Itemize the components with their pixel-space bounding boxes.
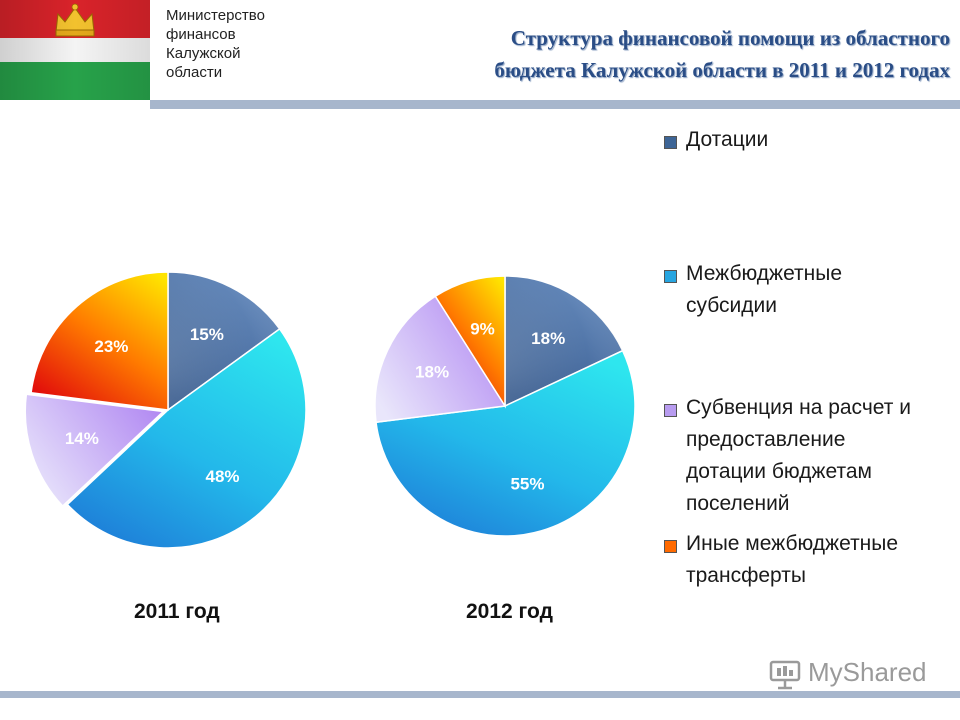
pie-slice-subvencii: [374, 295, 507, 424]
data-label: 23%: [94, 337, 128, 356]
year-label-2011: 2011 год: [134, 600, 220, 623]
footer-divider: [0, 691, 960, 698]
pie-slice-subsidii: [375, 349, 636, 537]
data-label: 15%: [190, 325, 224, 344]
legend-line: дотации бюджетам: [686, 460, 872, 483]
legend-line: Иные межбюджетные: [686, 532, 899, 555]
data-label: 55%: [510, 474, 544, 493]
ministry-line: Министерство: [166, 7, 265, 24]
legend-swatch: [664, 404, 677, 417]
ministry-line: Калужской: [166, 45, 241, 62]
legend-line: трансферты: [686, 564, 806, 587]
data-label: 18%: [531, 329, 565, 348]
legend-swatch: [664, 540, 677, 553]
legend-swatch: [664, 136, 677, 149]
legend-line: Субвенция на расчет и: [686, 396, 911, 419]
data-label: 14%: [65, 429, 99, 448]
data-label: 9%: [470, 320, 495, 339]
ministry-line: области: [166, 64, 223, 81]
legend-line: Дотации: [686, 128, 769, 151]
title-line: бюджета Калужской области в 2011 и 2012 …: [494, 58, 950, 82]
pie-charts: 15% 48% 14% 23% 18% 55% 18% 9%: [24, 271, 636, 549]
legend-swatch: [664, 270, 677, 283]
year-label-2012: 2012 год: [466, 600, 553, 623]
presentation-board-icon: [768, 658, 802, 695]
legend-label: Субвенция на расчет и предоставление дот…: [686, 392, 956, 520]
pie-slice-subsidii: [66, 327, 307, 549]
pie-slice-subvencii: [24, 393, 165, 508]
legend-line: предоставление: [686, 428, 846, 451]
pie-2011-год: 15% 48% 14% 23%: [24, 271, 307, 549]
header-divider: [150, 100, 960, 109]
data-label: 18%: [415, 363, 449, 382]
data-label: 48%: [206, 467, 240, 486]
legend-line: Межбюджетные: [686, 262, 843, 285]
pie-slice-inye: [434, 275, 506, 409]
legend-label: Иные межбюджетные трансферты: [686, 528, 956, 592]
legend-line: субсидии: [686, 294, 777, 317]
pie-2012-год: 18% 55% 18% 9%: [374, 275, 636, 537]
region-flag: [0, 0, 150, 100]
slide-title: Структура финансовой помощи из областног…: [340, 22, 950, 86]
legend-line: поселений: [686, 492, 790, 515]
pie-slice-inye: [30, 271, 169, 411]
legend-label: Межбюджетные субсидии: [686, 258, 956, 322]
ministry-line: финансов: [166, 26, 236, 43]
title-line: Структура финансовой помощи из областног…: [510, 26, 950, 50]
legend-label: Дотации: [686, 124, 956, 156]
watermark-text: MyShared: [808, 657, 927, 687]
ministry-name: Министерство финансов Калужской области: [166, 6, 326, 82]
